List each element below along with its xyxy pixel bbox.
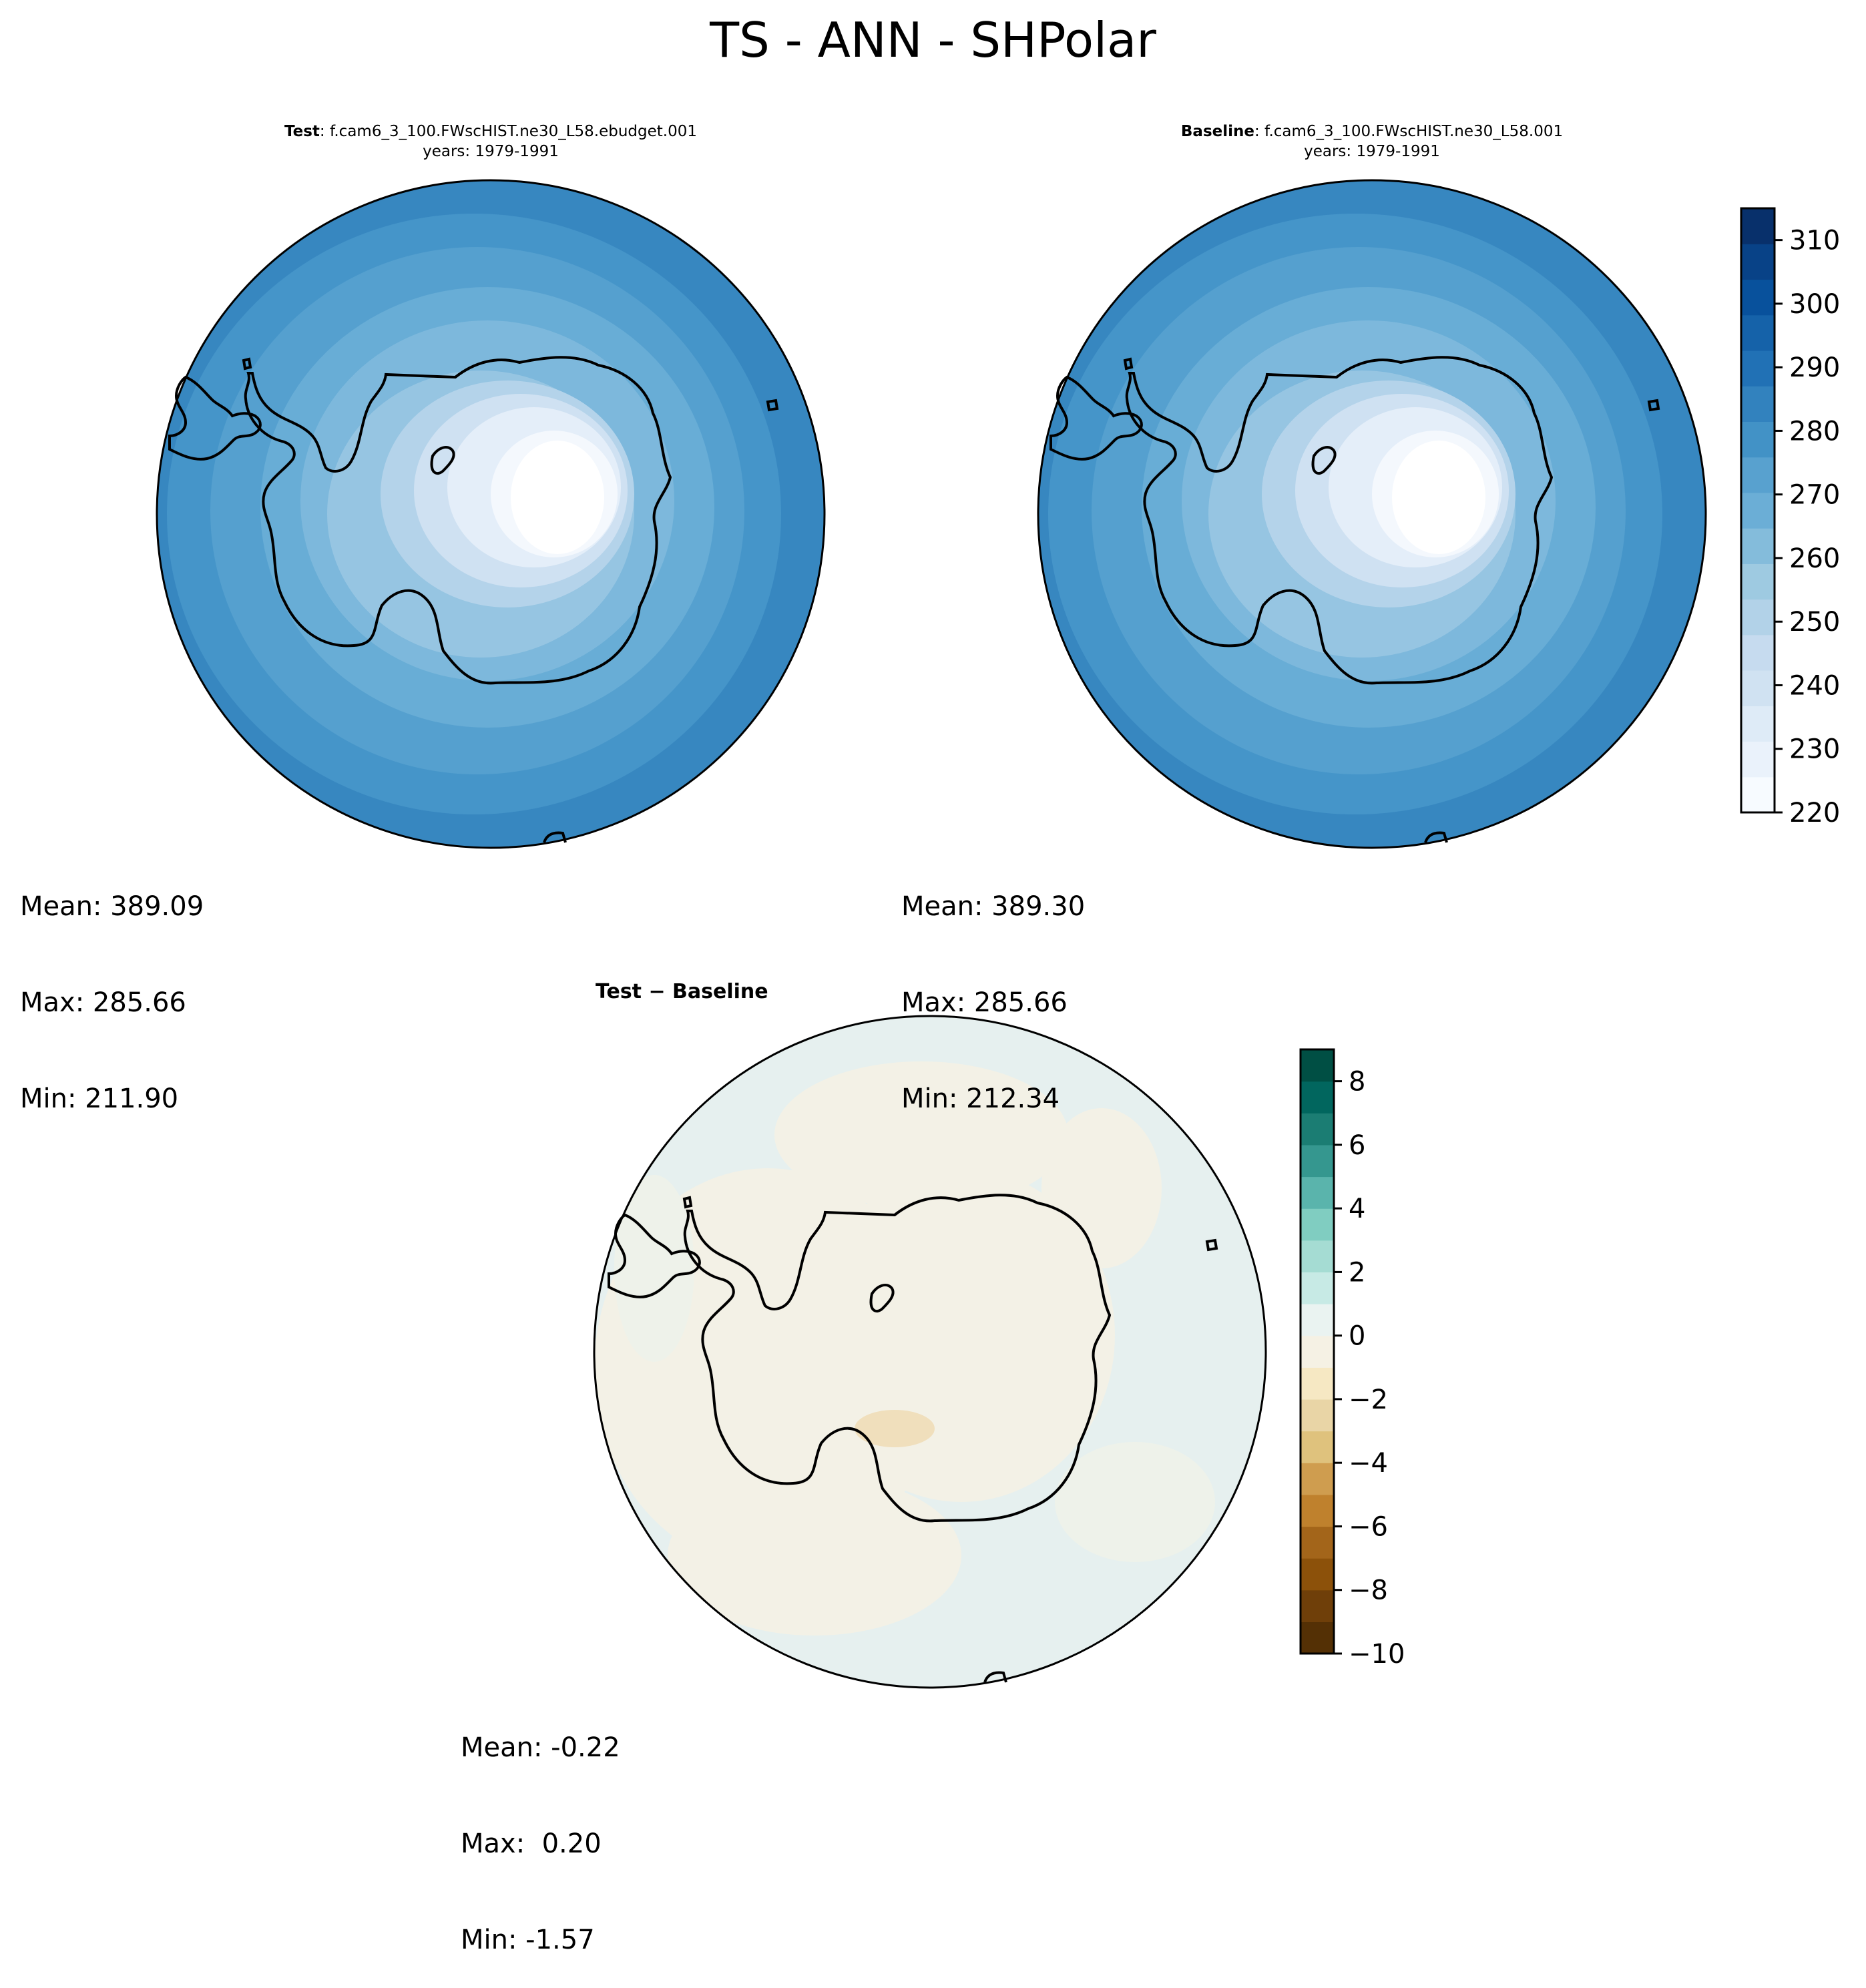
diff-colorbar-tick-label: 6	[1349, 1130, 1365, 1161]
main-colorbar-tick-label: 290	[1789, 352, 1840, 383]
baseline-stats: Mean: 389.30 Max: 285.66 Min: 212.34	[901, 826, 1085, 1147]
main-colorbar-tick-label: 300	[1789, 289, 1840, 320]
diff-colorbar-tick-label: 4	[1349, 1194, 1365, 1224]
diff-colorbar-segment	[1301, 1558, 1334, 1591]
diff-colorbar-segment	[1301, 1176, 1334, 1209]
diff-colorbar-tick-label: −10	[1349, 1639, 1405, 1670]
diff-colorbar-segment	[1301, 1113, 1334, 1146]
diff-colorbar-tick-label: 0	[1349, 1321, 1365, 1352]
baseline-polar-map	[1037, 179, 1707, 849]
diff-title: Test − Baseline	[596, 980, 768, 1003]
diff-colorbar-segment	[1301, 1081, 1334, 1113]
baseline-case-title: Baseline: f.cam6_3_100.FWscHIST.ne30_L58…	[1038, 123, 1706, 140]
main-colorbar-segment	[1741, 706, 1775, 742]
main-colorbar-segment	[1741, 457, 1775, 493]
coastline-fragment	[682, 1196, 1218, 1683]
baseline-case-name: : f.cam6_3_100.FWscHIST.ne30_L58.001	[1254, 123, 1564, 140]
diff-colorbar-segment	[1301, 1367, 1334, 1400]
coastline-fragment	[242, 357, 779, 843]
baseline-years: years: 1979-1991	[1304, 143, 1440, 160]
diff-colorbar-segment	[1301, 1144, 1334, 1178]
main-colorbar-tick-label: 260	[1789, 543, 1840, 574]
main-colorbar-frame	[1740, 207, 1776, 814]
diff-colorbar-frame	[1299, 1048, 1335, 1655]
main-colorbar-tick-label: 250	[1789, 607, 1840, 638]
main-colorbar-segment	[1741, 776, 1775, 813]
test-stats: Mean: 389.09 Max: 285.66 Min: 211.90	[20, 826, 204, 1147]
diff-colorbar-segment	[1301, 1463, 1334, 1495]
main-colorbar-tick-label: 230	[1789, 734, 1840, 765]
test-label: Test	[284, 123, 320, 140]
figure-title: TS - ANN - SHPolar	[710, 12, 1156, 68]
diff-colorbar-segment	[1301, 1335, 1334, 1368]
diff-polar-map	[593, 1015, 1267, 1689]
main-colorbar-segment	[1741, 314, 1775, 351]
main-colorbar-segment	[1741, 670, 1775, 706]
diff-colorbar-segment	[1301, 1399, 1334, 1432]
diff-colorbar-tick-label: 8	[1349, 1067, 1365, 1097]
diff-colorbar-segment	[1301, 1431, 1334, 1463]
diff-colorbar-segment	[1301, 1272, 1334, 1304]
main-colorbar-segment	[1741, 634, 1775, 671]
diff-colorbar-tick-label: −2	[1349, 1385, 1388, 1415]
diff-colorbar-tick-label: 2	[1349, 1257, 1365, 1288]
test-max: Max: 285.66	[20, 987, 186, 1018]
main-colorbar-segment	[1741, 599, 1775, 636]
test-case-title: Test: f.cam6_3_100.FWscHIST.ne30_L58.ebu…	[157, 123, 825, 140]
main-colorbar-segment	[1741, 350, 1775, 387]
diff-colorbar-segment	[1301, 1589, 1334, 1622]
main-colorbar: 220 230 240 250 260 270 280 290 300 310	[1740, 207, 1840, 828]
diff-colorbar-segment	[1301, 1304, 1334, 1336]
diff-colorbar-segment	[1301, 1622, 1334, 1654]
main-colorbar-segment	[1741, 528, 1775, 564]
diff-mean: Mean: -0.22	[461, 1732, 620, 1763]
baseline-min: Min: 212.34	[901, 1083, 1060, 1114]
main-colorbar-tick-label: 240	[1789, 670, 1840, 701]
test-case-name: : f.cam6_3_100.FWscHIST.ne30_L58.ebudget…	[319, 123, 698, 140]
main-colorbar-tick-label: 280	[1789, 416, 1840, 447]
main-colorbar-segment	[1741, 244, 1775, 280]
coastline-fragment	[1123, 357, 1660, 843]
diff-colorbar-segment	[1301, 1049, 1334, 1082]
main-colorbar-tick-label: 270	[1789, 480, 1840, 511]
main-colorbar-segment	[1741, 279, 1775, 316]
diff-max: Max: 0.20	[461, 1828, 602, 1859]
test-mean: Mean: 389.09	[20, 891, 204, 922]
diff-colorbar-tick-label: −4	[1349, 1448, 1388, 1479]
test-years: years: 1979-1991	[423, 143, 559, 160]
main-colorbar-tick-label: 310	[1789, 226, 1840, 256]
test-min: Min: 211.90	[20, 1083, 179, 1114]
main-colorbar-segment	[1741, 563, 1775, 600]
main-colorbar-segment	[1741, 208, 1775, 244]
diff-colorbar: −10 −8 −6 −4 −2 0 2 4 6 8	[1299, 1048, 1405, 1670]
test-polar-map	[156, 179, 826, 849]
diff-colorbar-segment	[1301, 1240, 1334, 1273]
main-colorbar-segment	[1741, 421, 1775, 458]
baseline-mean: Mean: 389.30	[901, 891, 1086, 922]
diff-colorbar-tick-label: −8	[1349, 1575, 1388, 1606]
diff-stats: Mean: -0.22 Max: 0.20 Min: -1.57	[461, 1668, 620, 1988]
diff-colorbar-segment	[1301, 1208, 1334, 1241]
diff-colorbar-segment	[1301, 1494, 1334, 1527]
main-colorbar-segment	[1741, 741, 1775, 778]
diff-colorbar-segment	[1301, 1526, 1334, 1559]
baseline-max: Max: 285.66	[901, 987, 1068, 1018]
baseline-label: Baseline	[1180, 123, 1254, 140]
diff-min: Min: -1.57	[461, 1925, 595, 1955]
diff-colorbar-tick-label: −6	[1349, 1511, 1388, 1542]
main-colorbar-tick-label: 220	[1789, 798, 1840, 828]
main-colorbar-segment	[1741, 492, 1775, 529]
main-colorbar-segment	[1741, 386, 1775, 423]
